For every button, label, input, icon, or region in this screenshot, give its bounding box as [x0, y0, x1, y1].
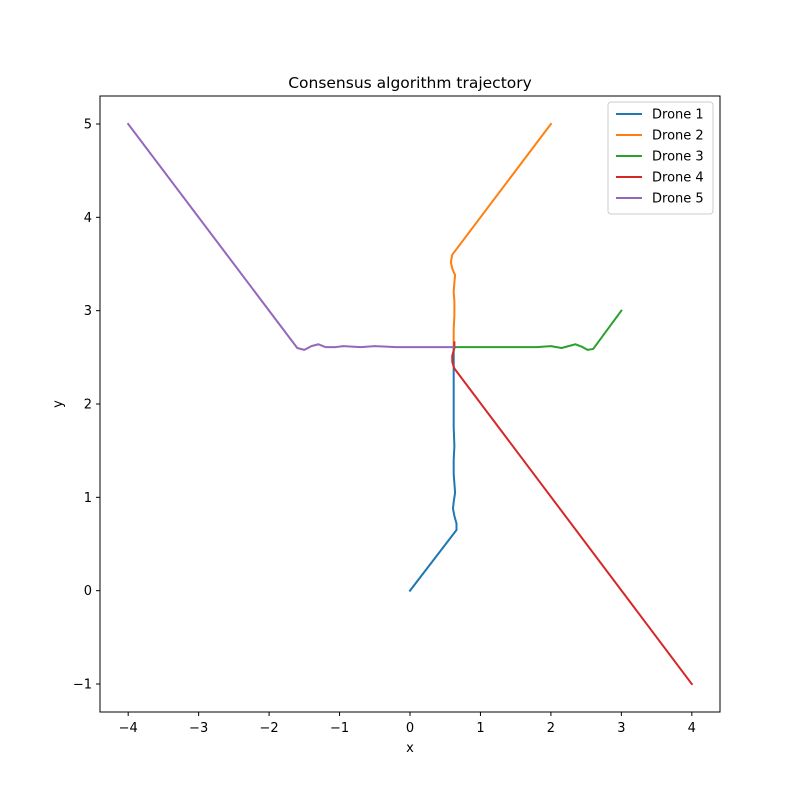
legend-label-drone-3: Drone 3: [652, 150, 704, 165]
series-line-drone-2: [449, 122, 553, 348]
x-tick-label: −1: [330, 721, 349, 736]
x-axis-label: x: [406, 741, 414, 756]
series-line-drone-1: [408, 347, 458, 593]
legend-label-drone-1: Drone 1: [652, 108, 704, 123]
x-tick-label: 2: [547, 721, 555, 736]
y-axis-label: y: [51, 400, 66, 408]
legend-label-drone-2: Drone 2: [652, 129, 704, 144]
y-tick-label: 3: [84, 304, 92, 319]
x-tick-label: −3: [189, 721, 208, 736]
series-line-drone-5: [126, 122, 455, 351]
y-tick-label: −1: [73, 678, 92, 693]
y-tick-label: 4: [84, 211, 92, 226]
chart-title: Consensus algorithm trajectory: [288, 74, 532, 92]
y-axis: −1 0 1 2 3 4 5: [73, 118, 100, 693]
x-tick-label: −4: [119, 721, 138, 736]
x-tick-label: 1: [476, 721, 484, 736]
y-tick-label: 0: [84, 584, 92, 599]
x-tick-label: 3: [617, 721, 625, 736]
legend: Drone 1 Drone 2 Drone 3 Drone 4 Drone 5: [607, 101, 714, 215]
legend-label-drone-5: Drone 5: [652, 192, 704, 207]
y-tick-label: 2: [84, 398, 92, 413]
legend-label-drone-4: Drone 4: [652, 171, 704, 186]
y-tick-label: 1: [84, 491, 92, 506]
legend-box: [607, 101, 714, 215]
x-tick-label: 4: [688, 721, 696, 736]
series-line-drone-3: [452, 309, 623, 351]
y-tick-label: 5: [84, 118, 92, 133]
series-layer: [126, 122, 694, 686]
x-axis: −4 −3 −2 −1 0 1 2 3 4: [119, 712, 696, 736]
x-tick-label: 0: [406, 721, 414, 736]
x-tick-label: −2: [260, 721, 279, 736]
